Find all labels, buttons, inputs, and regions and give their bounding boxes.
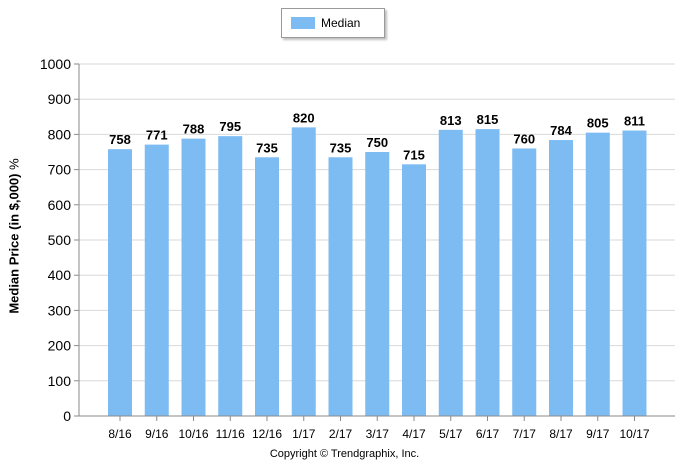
x-tick-label-12-16: 12/16	[252, 427, 282, 441]
x-tick-label-11-16: 11/16	[216, 427, 245, 441]
x-tick-label-10-17: 10/17	[619, 427, 649, 441]
value-label-9-17: 805	[587, 116, 609, 131]
bar-10-17	[622, 130, 647, 416]
x-tick-label-8-17: 8/17	[549, 427, 573, 441]
x-tick-label-3-17: 3/17	[366, 427, 390, 441]
legend-label-median: Median	[321, 16, 361, 30]
y-tick-label-400: 400	[48, 267, 72, 283]
legend-swatch-median	[291, 17, 315, 29]
y-axis-title-text: Median Price (in $,000)	[6, 173, 22, 314]
x-tick-label-9-16: 9/16	[145, 427, 169, 441]
bar-3-17	[365, 152, 390, 416]
value-label-12-16: 735	[256, 140, 278, 155]
y-tick-label-600: 600	[48, 197, 72, 213]
x-tick-label-2-17: 2/17	[329, 427, 353, 441]
value-label-8-17: 784	[550, 123, 572, 138]
x-tick-label-10-16: 10/16	[178, 427, 208, 441]
y-tick-label-0: 0	[63, 408, 71, 424]
value-label-8-16: 758	[109, 132, 131, 147]
value-label-1-17: 820	[293, 110, 315, 125]
bar-11-16	[218, 136, 243, 416]
value-label-3-17: 750	[366, 135, 388, 150]
value-label-4-17: 715	[403, 147, 425, 162]
value-labels: 758 771 788 795 735 820 735 750 715 813 815 760 784 8…	[109, 110, 645, 162]
y-tick-labels: 0 100 200 300 400 500 600 700 800 900 1000	[40, 56, 79, 424]
value-label-5-17: 813	[440, 113, 462, 128]
y-tick-label-200: 200	[48, 338, 72, 354]
y-tick-label-300: 300	[48, 302, 72, 318]
bar-6-17	[475, 129, 500, 416]
bar-4-17	[402, 164, 426, 416]
value-label-11-16: 795	[219, 119, 241, 134]
y-tick-label-100: 100	[48, 373, 72, 389]
x-tick-label-4-17: 4/17	[402, 427, 426, 441]
bar-7-17	[512, 148, 537, 417]
x-tick-label-7-17: 7/17	[513, 427, 537, 441]
y-tick-label-700: 700	[48, 162, 72, 178]
x-tick-label-5-17: 5/17	[439, 427, 463, 441]
value-label-9-16: 771	[146, 128, 168, 143]
value-label-10-16: 788	[183, 122, 205, 137]
legend: Median	[281, 8, 385, 38]
bar-9-17	[585, 132, 610, 416]
value-label-6-17: 815	[477, 112, 499, 127]
x-tick-labels: 8/16 9/16 10/16 11/16 12/16 1/17 2/17 3/17 4/17 5…	[108, 416, 650, 441]
bar-5-17	[438, 129, 463, 416]
y-tick-label-800: 800	[48, 126, 72, 142]
bar-2-17	[328, 157, 353, 416]
y-axis-title-suffix: %	[6, 158, 22, 170]
y-tick-label-500: 500	[48, 232, 72, 248]
bar-8-16	[108, 149, 132, 416]
y-tick-label-1000: 1000	[40, 56, 71, 72]
value-label-7-17: 760	[513, 131, 535, 146]
bar-8-17	[549, 140, 573, 417]
y-tick-label-900: 900	[48, 91, 72, 107]
y-axis-title: Median Price (in $,000) %	[7, 158, 22, 313]
x-tick-label-9-17: 9/17	[586, 427, 610, 441]
bar-12-16	[255, 157, 279, 416]
value-label-10-17: 811	[624, 114, 645, 129]
bar-1-17	[291, 127, 316, 417]
bar-9-16	[144, 144, 169, 416]
x-tick-label-1-17: 1/17	[292, 427, 316, 441]
x-tick-label-6-17: 6/17	[476, 427, 500, 441]
bars	[108, 127, 647, 417]
value-label-2-17: 735	[330, 140, 352, 155]
x-tick-label-8-16: 8/16	[108, 427, 132, 441]
copyright-footer: Copyright © Trendgraphix, Inc.	[269, 448, 420, 460]
bar-10-16	[181, 138, 206, 416]
